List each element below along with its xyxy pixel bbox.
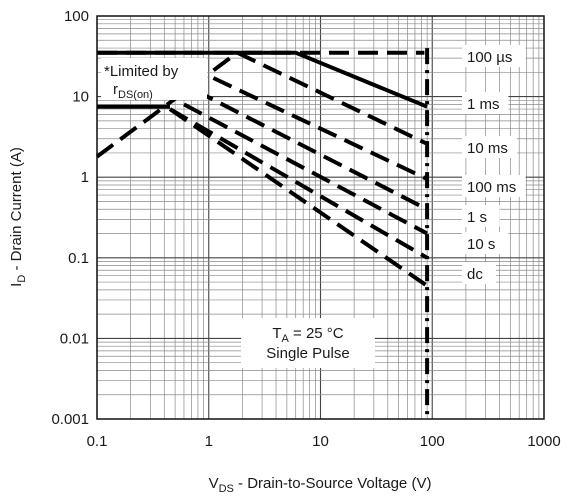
ta-sub: A bbox=[282, 333, 290, 345]
x-tick-label: 0.1 bbox=[87, 433, 108, 450]
x-tick-label: 10 bbox=[312, 433, 329, 450]
y-axis-title: ID - Drain Current (A) bbox=[8, 147, 28, 287]
series-line-1 bbox=[236, 50, 428, 146]
series-label: dc bbox=[467, 266, 483, 283]
x-tick-label: 1000 bbox=[527, 433, 560, 450]
series-line-2 bbox=[212, 76, 428, 181]
series-line-6 bbox=[168, 107, 429, 288]
series-label-bg bbox=[462, 262, 496, 284]
x-axis-title-main: V bbox=[209, 475, 219, 492]
ta-main: T bbox=[272, 325, 281, 342]
limited-by-box bbox=[101, 58, 207, 100]
series-label-bg bbox=[462, 136, 517, 158]
limited-by-r-sub: DS(on) bbox=[118, 89, 153, 101]
y-axis-title-main: I bbox=[8, 283, 25, 287]
limited-by-text: *Limited by bbox=[104, 63, 179, 80]
series-label-bg bbox=[462, 232, 509, 254]
rds-on-line bbox=[95, 51, 239, 159]
series-label: 1 ms bbox=[467, 96, 500, 113]
plot-area-border bbox=[96, 15, 545, 420]
series-label-bg bbox=[462, 92, 509, 114]
series-label: 10 s bbox=[467, 236, 495, 253]
series-line-5 bbox=[168, 107, 429, 260]
y-axis-title-sub: D bbox=[16, 275, 28, 283]
ta-label: TA = 25 °C bbox=[272, 325, 343, 345]
limited-by-r: rDS(on) bbox=[113, 81, 153, 101]
y-tick-label: 0.001 bbox=[51, 411, 89, 428]
y-tick-label: 1 bbox=[81, 169, 89, 186]
conditions-box bbox=[241, 318, 375, 368]
x-tick-labels: 0.1 1 10 100 1000 bbox=[87, 433, 561, 450]
single-pulse-label: Single Pulse bbox=[266, 345, 349, 362]
series-layer bbox=[95, 48, 430, 419]
x-axis-title: VDS - Drain-to-Source Voltage (V) bbox=[209, 475, 432, 495]
y-tick-label: 100 bbox=[64, 8, 89, 25]
series-label-bg bbox=[462, 205, 500, 227]
ta-rest: = 25 °C bbox=[289, 325, 344, 342]
series-label-bg bbox=[462, 45, 526, 67]
series-label-bg bbox=[462, 175, 526, 197]
series-label: 100 µs bbox=[467, 49, 512, 66]
series-labels: 100 µs 1 ms 10 ms 100 ms 1 s 10 s dc bbox=[462, 45, 526, 284]
x-axis-title-sub: DS bbox=[219, 483, 234, 495]
y-tick-label: 0.01 bbox=[60, 330, 89, 347]
series-label: 100 ms bbox=[467, 179, 516, 196]
series-line-4 bbox=[183, 102, 429, 236]
x-tick-label: 100 bbox=[420, 433, 445, 450]
x-tick-label: 1 bbox=[205, 433, 213, 450]
x-axis-title-rest: - Drain-to-Source Voltage (V) bbox=[234, 475, 432, 492]
series-label: 10 ms bbox=[467, 140, 508, 157]
y-tick-label: 0.1 bbox=[68, 250, 89, 267]
series-line-3 bbox=[193, 88, 429, 212]
series-label: 1 s bbox=[467, 209, 487, 226]
y-tick-label: 10 bbox=[72, 89, 89, 106]
y-tick-labels: 100 10 1 0.1 0.01 0.001 bbox=[51, 8, 89, 428]
y-axis-title-rest: - Drain Current (A) bbox=[8, 147, 25, 275]
limited-by-r-main: r bbox=[113, 81, 118, 98]
